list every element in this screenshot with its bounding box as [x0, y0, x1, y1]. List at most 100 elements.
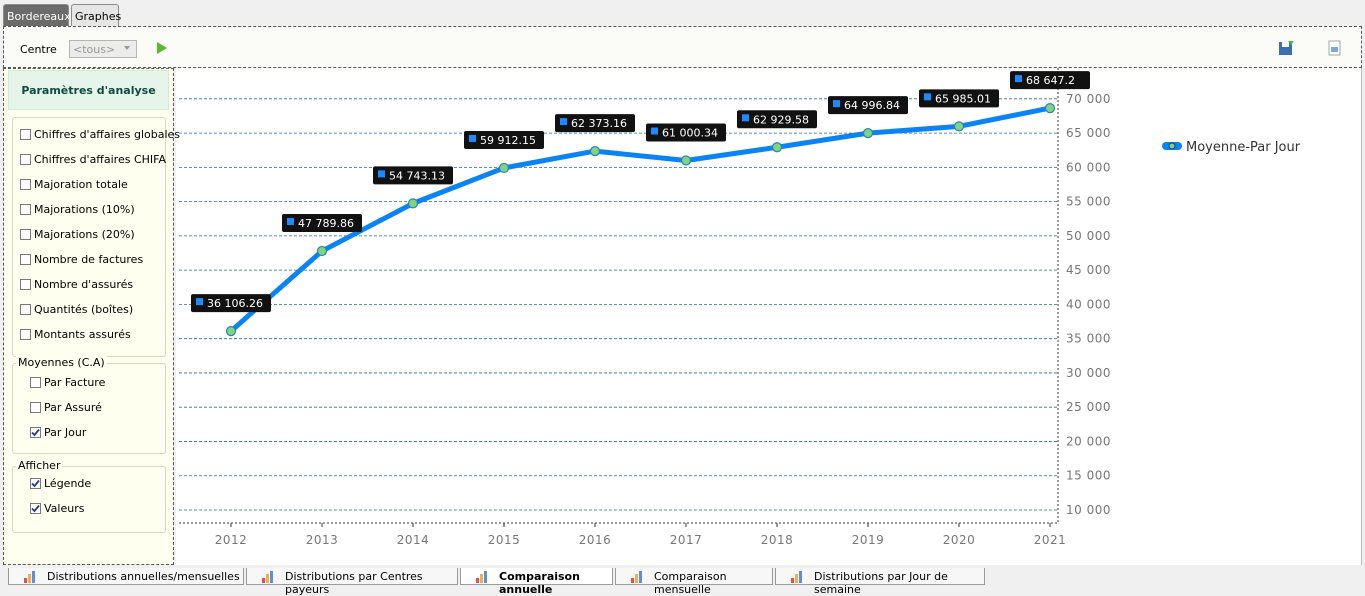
y-tick-label: 15 000 [1066, 469, 1111, 483]
x-tick-label: 2020 [943, 533, 976, 547]
value-label-box [464, 130, 544, 149]
value-label: 62 929.58 [753, 113, 809, 126]
data-point [316, 245, 328, 257]
x-tick-label: 2015 [488, 533, 521, 547]
value-label-box [828, 96, 908, 115]
checkbox-label[interactable]: Quantités (boîtes) [34, 303, 134, 316]
bottom-tab[interactable]: Distributions par Jour de semaine [775, 568, 985, 596]
value-label-box [282, 214, 362, 233]
checkbox[interactable] [20, 279, 31, 290]
checkbox-label[interactable]: Montants assurés [34, 328, 131, 341]
checkbox[interactable] [20, 304, 31, 315]
checkbox-label[interactable]: Majorations (10%) [34, 203, 135, 216]
y-tick-label: 30 000 [1066, 366, 1111, 380]
checkbox[interactable] [20, 204, 31, 215]
checkbox-label[interactable]: Majoration totale [34, 178, 128, 191]
bottom-tab[interactable]: Comparaison mensuelle [615, 568, 773, 596]
y-tick-label: 40 000 [1066, 297, 1111, 311]
y-tick-label: 60 000 [1066, 160, 1111, 174]
panel-title: Paramètres d'analyse [8, 70, 169, 110]
tab-icon [476, 571, 487, 583]
value-label-box [555, 114, 635, 133]
value-label: 68 647.2 [1026, 74, 1075, 87]
data-point [498, 162, 510, 174]
tab-icon [791, 571, 802, 583]
tab-icon [24, 571, 35, 583]
x-tick-label: 2014 [397, 533, 430, 547]
data-point [1044, 103, 1056, 114]
checkbox-label[interactable]: Par Assuré [44, 401, 102, 414]
checkbox[interactable] [20, 179, 31, 190]
x-tick-label: 2013 [306, 533, 339, 547]
checkbox-label[interactable]: Nombre de factures [34, 253, 144, 266]
value-label-icon [196, 298, 203, 306]
checkbox[interactable] [20, 129, 31, 140]
checkbox-label[interactable]: Valeurs [44, 502, 85, 515]
data-point [407, 198, 419, 209]
value-label: 59 912.15 [480, 134, 536, 147]
checkbox[interactable] [30, 402, 41, 413]
value-label-icon [924, 93, 931, 101]
y-tick-label: 65 000 [1066, 126, 1111, 140]
y-tick-label: 20 000 [1066, 434, 1111, 448]
x-tick-label: 2012 [215, 533, 248, 547]
value-label-icon [287, 218, 294, 226]
y-tick-label: 55 000 [1066, 195, 1111, 209]
y-tick-label: 50 000 [1066, 229, 1111, 243]
y-tick-label: 70 000 [1066, 92, 1111, 106]
chart: 10 000 15 000 20 000 25 000 30 000 35 000 40 0… [179, 68, 1301, 547]
data-point [771, 142, 783, 153]
value-label: 64 996.84 [844, 99, 900, 112]
check-mark [31, 504, 40, 513]
value-label: 47 789.86 [298, 217, 354, 230]
value-label-box [373, 166, 453, 185]
value-label-box [646, 123, 726, 142]
run-button[interactable] [155, 41, 169, 55]
group-title: Moyennes (C.A) [16, 356, 107, 369]
x-tick-label: 2016 [579, 533, 612, 547]
tab-icon [262, 571, 273, 583]
top-tab[interactable]: Bordereaux [3, 4, 71, 26]
group-title: Afficher [16, 459, 63, 472]
value-label-icon [742, 114, 749, 122]
checkbox-label[interactable]: Chiffres d'affaires globales [34, 128, 181, 141]
value-label-box [191, 294, 271, 313]
value-label-icon [469, 134, 476, 142]
save-button[interactable] [1277, 39, 1295, 57]
y-tick-label: 25 000 [1066, 400, 1111, 414]
value-label-box [1010, 71, 1090, 90]
checkbox[interactable] [20, 254, 31, 265]
checkbox[interactable] [30, 377, 41, 388]
bottom-tab[interactable]: Distributions par Centres payeurs [246, 568, 458, 596]
checkbox[interactable] [20, 154, 31, 165]
value-label-icon [833, 100, 840, 108]
x-tick-label: 2021 [1034, 533, 1067, 547]
checkbox-label[interactable]: Nombre d'assurés [34, 278, 134, 291]
checkbox-label[interactable]: Chiffres d'affaires CHIFA [34, 153, 166, 166]
checkbox-label[interactable]: Légende [44, 477, 92, 490]
value-label: 65 985.01 [935, 92, 991, 105]
value-label: 62 373.16 [571, 117, 627, 130]
value-label-icon [560, 118, 567, 126]
export-button[interactable] [1327, 39, 1343, 57]
combo-arrow [124, 46, 130, 50]
y-tick-label: 35 000 [1066, 332, 1111, 346]
x-tick-label: 2018 [761, 533, 794, 547]
checkbox-label[interactable]: Par Facture [44, 376, 106, 389]
checkbox-label[interactable]: Majorations (20%) [34, 228, 135, 241]
y-tick-label: 10 000 [1066, 503, 1111, 517]
centre-label: Centre [20, 43, 57, 56]
centre-combo[interactable]: <tous> [69, 40, 137, 58]
legend-swatch-dot [1168, 142, 1176, 150]
value-label-icon [651, 127, 658, 135]
checkbox[interactable] [20, 229, 31, 240]
bottom-tab[interactable]: Distributions annuelles/mensuelles [8, 568, 244, 585]
check-mark [31, 479, 40, 488]
value-label: 54 743.13 [389, 169, 445, 182]
checkbox-label[interactable]: Par Jour [44, 426, 87, 439]
top-tab[interactable]: Graphes [71, 4, 121, 26]
series-line [229, 105, 1051, 333]
checkbox[interactable] [20, 329, 31, 340]
group-box [12, 117, 166, 357]
x-tick-label: 2019 [852, 533, 885, 547]
